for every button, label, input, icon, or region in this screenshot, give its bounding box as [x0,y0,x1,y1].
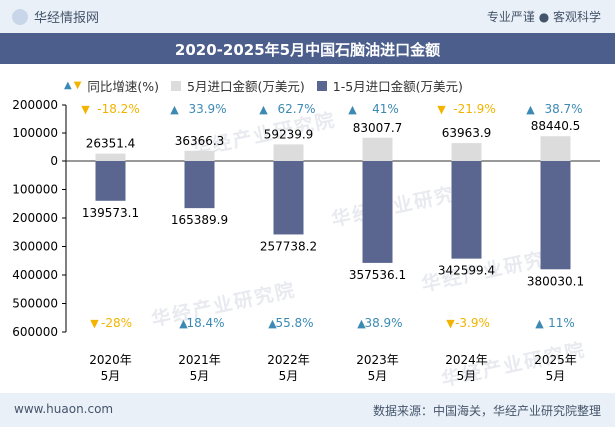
x-tick-label: 2020年 [89,353,132,367]
data-label-month: 26351.4 [86,137,136,151]
y-tick-label: 200000 [12,211,58,225]
legend-item-month: 5月进口金额(万美元) [171,76,305,95]
x-tick-label: 5月 [457,369,477,383]
y-tick-label: 600000 [12,325,58,339]
arrow-up-icon: ▲ [526,103,535,116]
growth-label-cumulative: -3.9% [455,316,490,330]
bar-cumulative [273,161,304,235]
title-band: 2020-2025年5月中国石脑油进口金额 [0,33,615,64]
data-label-cumulative: 257738.2 [260,239,317,253]
arrow-up-icon: ▲ [259,103,268,116]
bar-cumulative [362,161,393,263]
data-label-month: 63963.9 [442,126,492,140]
brand-name: 华经情报网 [34,11,100,26]
data-label-cumulative: 380030.1 [527,274,584,288]
growth-label-month: 41% [372,102,399,116]
bar-month [273,144,304,161]
x-tick-label: 2021年 [178,353,221,367]
brand-logo-icon [12,8,28,25]
x-tick-label: 2025年 [534,353,577,367]
data-label-month: 59239.9 [264,127,314,141]
growth-label-cumulative: -28% [101,316,132,330]
arrow-up-icon: ▲ [357,317,366,330]
footer-band: www.huaon.com 数据来源：中国海关，华经产业研究院整理 [0,393,615,427]
bar-cumulative [184,161,215,209]
triangle-up-icon: ▲ [64,80,72,91]
data-label-month: 36366.3 [175,134,225,148]
y-tick-label: 0 [50,154,58,168]
growth-label-cumulative: 11% [548,316,575,330]
chart-plot: 200000 100000 0 100000 200000 300000 400000 500… [12,98,600,383]
slogan: 专业严谨 ● 客观科学 [486,10,601,24]
y-tick-label: 200000 [12,98,58,112]
legend-label-month: 5月进口金额(万美元) [187,79,305,94]
arrow-up-icon: ▲ [179,317,188,330]
bar-month [362,137,393,161]
arrow-down-icon: ▼ [81,103,90,116]
footer-website: www.huaon.com [14,402,114,416]
arrow-up-icon: ▲ [348,103,357,116]
arrow-up-icon: ▲ [170,103,179,116]
arrow-down-icon: ▼ [446,317,455,330]
legend-label-cumulative: 1-5月进口金额(万美元) [332,79,463,94]
data-label-cumulative: 342599.4 [438,264,495,278]
bar-cumulative [451,161,482,259]
bar-month [451,143,482,161]
x-tick-label: 5月 [279,369,299,383]
y-tick-label: 300000 [12,240,58,254]
growth-label-month: -18.2% [97,102,139,116]
arrow-down-icon: ▼ [437,103,446,116]
legend-label-growth: 同比增速(%) [87,79,160,94]
bar-month [540,136,571,161]
growth-label-month: 62.7% [277,102,315,116]
y-tick-label: 100000 [12,183,58,197]
swatch-navy [316,80,327,91]
bar-cumulative [95,161,126,201]
growth-label-month: 38.7% [544,102,582,116]
data-label-month: 83007.7 [353,121,403,135]
chart-title: 2020-2025年5月中国石脑油进口金额 [174,41,441,59]
growth-label-cumulative: 18.4% [186,316,224,330]
x-tick-label: 5月 [546,369,566,383]
arrow-up-icon: ▲ [268,317,277,330]
x-tick-label: 2023年 [356,353,399,367]
bar-month [184,150,215,161]
y-tick-label: 500000 [12,297,58,311]
y-tick-label: 100000 [12,126,58,140]
top-bar: 华经情报网 专业严谨 ● 客观科学 [0,0,615,33]
growth-label-month: 33.9% [188,102,226,116]
arrow-down-icon: ▼ [90,317,99,330]
growth-label-cumulative: 55.8% [275,316,313,330]
swatch-light-gray [171,80,182,91]
bar-cumulative [540,161,571,270]
growth-label-cumulative: 38.9% [364,316,402,330]
data-label-cumulative: 165389.9 [171,213,228,227]
x-tick-label: 5月 [368,369,388,383]
footer-source: 数据来源：中国海关，华经产业研究院整理 [372,404,601,418]
brand: 华经情报网 [12,7,99,26]
triangle-down-icon: ▼ [73,80,82,91]
legend-item-cumulative: 1-5月进口金额(万美元) [316,76,463,95]
x-tick-label: 2024年 [445,353,488,367]
data-label-cumulative: 357536.1 [349,268,406,282]
x-tick-label: 5月 [101,369,121,383]
bar-month [95,153,126,161]
x-tick-label: 2022年 [267,353,310,367]
arrow-up-icon: ▲ [535,317,544,330]
growth-label-month: -21.9% [453,102,495,116]
legend: ▲ ▼ 同比增速(%) 5月进口金额(万美元) 1-5月进口金额(万美元) [64,76,475,95]
data-label-month: 88440.5 [531,119,581,133]
x-tick-label: 5月 [190,369,210,383]
legend-item-growth: ▲ ▼ 同比增速(%) [64,76,159,95]
y-tick-label: 400000 [12,268,58,282]
data-label-cumulative: 139573.1 [82,206,139,220]
